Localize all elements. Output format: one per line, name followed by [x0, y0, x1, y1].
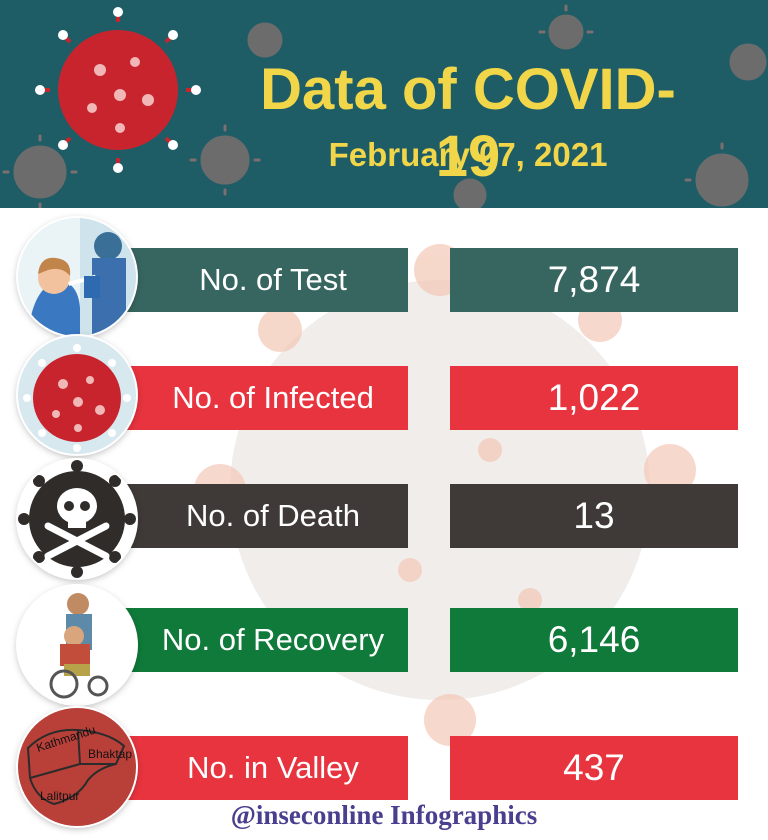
row-recovery: No. of Recovery 6,146	[0, 576, 768, 704]
header-banner: Data of COVID-19 February 07, 2021	[0, 0, 768, 208]
map-label-bhaktapur: Bhaktap	[88, 747, 132, 761]
test-label: No. of Test	[110, 248, 408, 312]
virus-decoration-icon	[2, 4, 767, 208]
row-valley: No. in Valley 437 Kathmandu Bhaktap Lali…	[0, 706, 768, 826]
test-value: 7,874	[450, 248, 738, 312]
row-test: No. of Test 7,874	[0, 218, 768, 338]
map-label-lalitpur: Lalitpur	[40, 789, 79, 803]
recovery-label-text: No. of Recovery	[161, 622, 385, 657]
infected-label-text: No. of Infected	[172, 380, 374, 415]
footer-credit: @inseconline Infographics	[230, 800, 538, 830]
test-swab-icon	[18, 218, 136, 336]
recovery-value-text: 6,146	[547, 619, 641, 660]
test-label-text: No. of Test	[199, 262, 347, 297]
valley-map-icon: Kathmandu Bhaktap Lalitpur	[18, 708, 136, 826]
infected-value: 1,022	[450, 366, 738, 430]
death-value: 13	[450, 484, 738, 548]
death-value-text: 13	[573, 495, 615, 536]
infected-value-text: 1,022	[547, 377, 641, 418]
valley-label: No. in Valley	[110, 736, 408, 800]
page-date: February 07, 2021	[328, 136, 608, 173]
test-value-text: 7,874	[547, 259, 641, 300]
recovery-label: No. of Recovery	[110, 608, 408, 672]
valley-value: 437	[450, 736, 738, 800]
death-label-text: No. of Death	[185, 498, 361, 533]
death-label: No. of Death	[110, 484, 408, 548]
row-infected: No. of Infected 1,022	[0, 336, 768, 456]
infected-label: No. of Infected	[110, 366, 408, 430]
virus-icon	[18, 336, 136, 454]
row-death: No. of Death 13	[0, 454, 768, 578]
recovery-value: 6,146	[450, 608, 738, 672]
wheelchair-patient-icon	[18, 586, 136, 704]
page-title: Data of COVID-19	[260, 57, 676, 189]
valley-label-text: No. in Valley	[187, 750, 359, 785]
skull-crossbones-icon	[18, 460, 136, 578]
valley-value-text: 437	[563, 747, 625, 788]
